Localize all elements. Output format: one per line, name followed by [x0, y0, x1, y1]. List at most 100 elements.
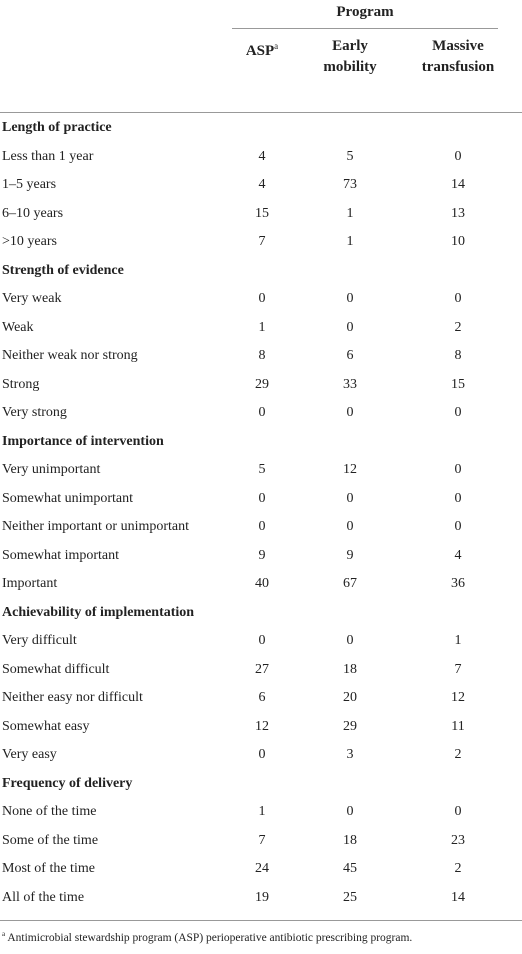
- row-label: Very difficult: [2, 633, 77, 648]
- cell-value: 6: [346, 348, 354, 363]
- row-label: Less than 1 year: [2, 148, 94, 164]
- cell-value: 18: [343, 832, 357, 848]
- table-bottom-rule: [0, 920, 522, 921]
- cell-value: 0: [258, 519, 266, 534]
- cell-value: 0: [346, 804, 354, 819]
- cell-value: 0: [346, 633, 354, 648]
- cell-value: 13: [451, 205, 465, 221]
- row-label: Very easy: [2, 747, 57, 762]
- cell-value: 1: [346, 205, 354, 221]
- footnote-marker: a: [274, 41, 279, 51]
- cell-value: 7: [258, 832, 266, 848]
- cell-value: 0: [454, 462, 462, 477]
- cell-value: 0: [258, 633, 266, 648]
- cell-value: 7: [258, 234, 266, 249]
- cell-value: 1: [454, 633, 462, 648]
- cell-value: 6: [258, 690, 266, 705]
- row-label: 6–10 years: [2, 205, 64, 221]
- cell-value: 73: [343, 177, 357, 192]
- row-label: Very weak: [2, 291, 62, 306]
- cell-value: 4: [258, 148, 266, 164]
- cell-value: 15: [255, 205, 269, 221]
- footnote: a Antimicrobial stewardship program (ASP…: [2, 930, 412, 944]
- row-label: Neither important or unimportant: [2, 519, 190, 534]
- cell-value: 4: [454, 547, 462, 563]
- cell-value: 20: [343, 690, 357, 705]
- cell-value: 0: [454, 490, 462, 506]
- row-label: 1–5 years: [2, 177, 57, 192]
- row-label: Weak: [2, 319, 34, 335]
- cell-value: 2: [454, 747, 462, 762]
- cell-value: 0: [258, 291, 266, 306]
- program-header: Program: [336, 4, 394, 20]
- row-label: Very strong: [2, 405, 67, 420]
- cell-value: 10: [451, 234, 465, 249]
- cell-value: 0: [454, 148, 462, 164]
- row-label: None of the time: [2, 804, 97, 819]
- section-title: Achievability of implementation: [2, 604, 195, 620]
- row-label: Most of the time: [2, 861, 95, 876]
- cell-value: 0: [346, 519, 354, 534]
- cell-value: 27: [255, 661, 269, 677]
- row-label: Important: [2, 576, 58, 591]
- row-label: Somewhat difficult: [2, 661, 110, 677]
- cell-value: 0: [454, 804, 462, 819]
- column-header: Early mobility: [323, 38, 377, 75]
- cell-value: 0: [258, 747, 266, 762]
- cell-value: 9: [258, 547, 266, 563]
- cell-value: 19: [255, 889, 269, 905]
- row-label: Somewhat easy: [2, 718, 90, 734]
- cell-value: 0: [258, 490, 266, 506]
- cell-value: 25: [343, 889, 357, 905]
- cell-value: 33: [343, 376, 357, 392]
- cell-value: 5: [258, 462, 266, 477]
- row-label: Somewhat unimportant: [2, 490, 134, 506]
- section-title: Frequency of delivery: [2, 775, 133, 791]
- cell-value: 36: [451, 576, 465, 591]
- cell-value: 12: [343, 462, 357, 477]
- cell-value: 14: [451, 889, 465, 905]
- column-label: ASP: [245, 43, 275, 59]
- column-header: Massive transfusion: [421, 38, 495, 75]
- cell-value: 29: [343, 718, 357, 734]
- column-header: ASPa: [232, 36, 292, 62]
- cell-value: 12: [255, 718, 269, 734]
- cell-value: 1: [346, 234, 354, 249]
- cell-value: 9: [346, 547, 354, 563]
- footnote-text: Antimicrobial stewardship program (ASP) …: [7, 931, 413, 944]
- cell-value: 0: [346, 319, 354, 335]
- cell-value: 2: [454, 861, 462, 876]
- footnote-marker: a: [2, 930, 6, 938]
- header-bottom-rule: [0, 112, 522, 113]
- header-rule: [232, 28, 498, 29]
- cell-value: 18: [343, 661, 357, 677]
- cell-value: 0: [454, 291, 462, 306]
- cell-value: 15: [451, 376, 465, 392]
- cell-value: 14: [451, 177, 465, 192]
- row-label: Some of the time: [2, 832, 99, 848]
- row-label: Very unimportant: [2, 462, 101, 477]
- cell-value: 45: [343, 861, 357, 876]
- cell-value: 67: [343, 576, 357, 591]
- cell-value: 3: [346, 747, 354, 762]
- cell-value: 8: [258, 348, 266, 363]
- cell-value: 1: [258, 319, 266, 335]
- cell-value: 23: [451, 832, 465, 848]
- cell-value: 24: [255, 861, 269, 876]
- cell-value: 0: [258, 405, 266, 420]
- cell-value: 0: [346, 490, 354, 506]
- row-label: Somewhat important: [2, 547, 120, 563]
- row-label: >10 years: [2, 234, 57, 249]
- cell-value: 2: [454, 319, 462, 335]
- cell-value: 29: [255, 376, 269, 392]
- cell-value: 11: [451, 718, 465, 734]
- cell-value: 0: [454, 519, 462, 534]
- row-label: Strong: [2, 376, 40, 392]
- section-title: Importance of intervention: [2, 433, 164, 449]
- cell-value: 40: [255, 576, 269, 591]
- cell-value: 4: [258, 177, 266, 192]
- section-title: Length of practice: [2, 120, 112, 135]
- cell-value: 7: [454, 661, 462, 677]
- row-label: Neither weak nor strong: [2, 348, 138, 363]
